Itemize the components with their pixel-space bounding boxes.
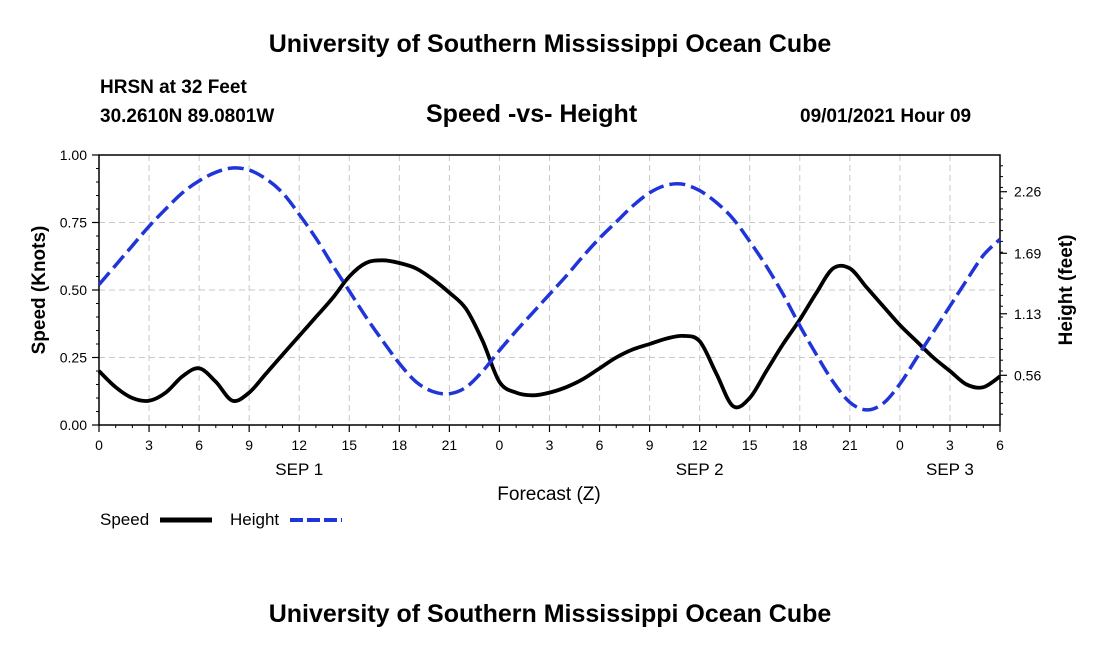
y-axis-title: Speed (Knots): [29, 226, 50, 355]
series-line-speed: [97, 258, 1002, 410]
x-tick-label: 0: [95, 437, 103, 453]
x-tick-label: 9: [245, 437, 253, 453]
y-tick-label: 0.75: [60, 215, 87, 231]
coordinates-label: 30.2610N 89.0801W: [100, 106, 275, 127]
y-tick-label: 0.25: [60, 350, 87, 366]
x-tick-label: 6: [195, 437, 203, 453]
x-tick-label: 21: [842, 437, 858, 453]
datetime-label: 09/01/2021 Hour 09: [800, 106, 972, 127]
x-tick-label: 21: [442, 437, 458, 453]
bottom-title: University of Southern Mississippi Ocean…: [268, 600, 832, 628]
y2-tick-label: 2.26: [1014, 184, 1041, 200]
y-tick-label: 1.00: [60, 147, 87, 163]
x-tick-label: 3: [946, 437, 954, 453]
x-tick-label: 6: [996, 437, 1004, 453]
axes: 0 3 6 9 12 15 18 21 0 3 6 9 12 15 18 21 0 3 6 SEP 1 SEP 2 SEP…: [60, 147, 1042, 479]
x-tick-label: 12: [291, 437, 307, 453]
x-tick-label: 18: [792, 437, 808, 453]
grid-lines: [99, 155, 1000, 425]
date-label: SEP 3: [926, 460, 974, 479]
date-label: SEP 2: [676, 460, 724, 479]
legend-height-label: Height: [230, 510, 279, 529]
x-tick-label: 15: [742, 437, 758, 453]
y2-tick-label: 1.13: [1014, 306, 1041, 322]
series-lines: [97, 166, 1002, 412]
y-tick-label: 0.50: [60, 282, 87, 298]
y2-tick-label: 0.56: [1014, 367, 1041, 383]
station-label: HRSN at 32 Feet: [100, 77, 247, 98]
y2-tick-label: 1.69: [1014, 245, 1041, 261]
x-axis-title: Forecast (Z): [497, 484, 600, 505]
x-tick-label: 3: [145, 437, 153, 453]
y2-axis-title: Height (feet): [1056, 235, 1077, 346]
chart-title: Speed -vs- Height: [426, 100, 638, 128]
series-line-height: [97, 166, 1002, 412]
x-tick-label: 18: [392, 437, 408, 453]
legend-speed-label: Speed: [100, 510, 149, 529]
x-tick-label: 9: [646, 437, 654, 453]
x-tick-label: 12: [692, 437, 708, 453]
top-title: University of Southern Mississippi Ocean…: [268, 30, 832, 58]
y-tick-label: 0.00: [60, 417, 87, 433]
x-tick-label: 0: [896, 437, 904, 453]
x-tick-label: 6: [596, 437, 604, 453]
date-label: SEP 1: [275, 460, 323, 479]
x-tick-label: 0: [496, 437, 504, 453]
x-tick-label: 3: [546, 437, 554, 453]
x-tick-label: 15: [341, 437, 357, 453]
